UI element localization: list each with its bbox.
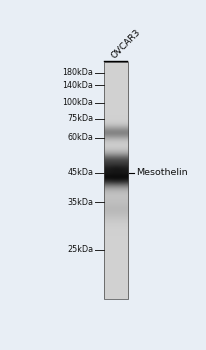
Text: 140kDa: 140kDa — [62, 80, 93, 90]
Text: 45kDa: 45kDa — [67, 168, 93, 177]
Text: 75kDa: 75kDa — [67, 114, 93, 123]
Text: 60kDa: 60kDa — [67, 133, 93, 142]
Text: 25kDa: 25kDa — [67, 245, 93, 254]
Bar — [103, 62, 127, 299]
Text: Mesothelin: Mesothelin — [135, 168, 186, 177]
Text: 100kDa: 100kDa — [62, 98, 93, 107]
Text: 35kDa: 35kDa — [67, 198, 93, 207]
Text: 180kDa: 180kDa — [62, 69, 93, 77]
Text: OVCAR3: OVCAR3 — [109, 28, 142, 61]
